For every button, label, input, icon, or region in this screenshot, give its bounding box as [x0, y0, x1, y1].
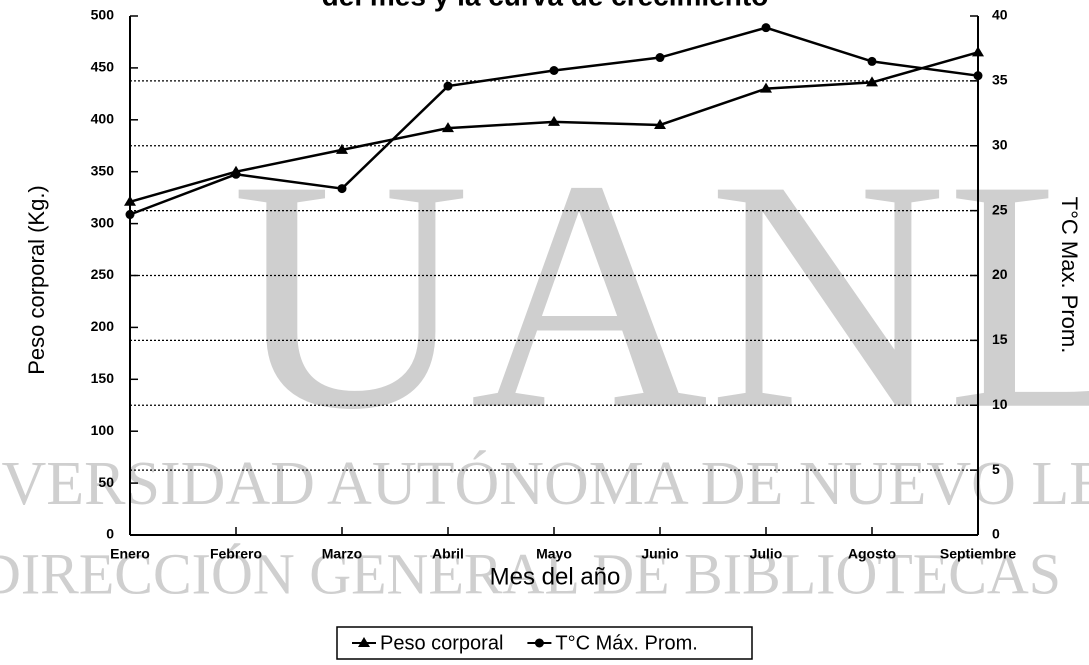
y-tick-label: 0 [106, 526, 114, 542]
data-point [337, 184, 347, 194]
data-point [549, 65, 559, 75]
x-tick-label: Enero [110, 546, 150, 562]
legend [336, 626, 753, 660]
data-point [443, 81, 453, 91]
y2-tick-label: 35 [992, 72, 1008, 88]
x-tick-label: Septiembre [940, 546, 1016, 562]
y-tick-label: 100 [91, 422, 115, 438]
legend-label: Peso corporal [380, 632, 503, 654]
data-point [972, 46, 984, 57]
y-tick-label: 50 [98, 474, 114, 490]
data-point [548, 115, 560, 126]
y-tick-label: 350 [91, 162, 115, 178]
data-point [761, 23, 771, 33]
y2-tick-label: 10 [992, 396, 1008, 412]
data-point [231, 169, 241, 179]
y-tick-label: 400 [91, 111, 115, 127]
y2-tick-label: 5 [992, 461, 1000, 477]
x-tick-label: Marzo [322, 546, 362, 562]
x-tick-label: Abril [432, 546, 464, 562]
data-point [336, 143, 348, 154]
data-point [654, 118, 666, 129]
y-tick-label: 450 [91, 59, 115, 75]
x-tick-label: Febrero [210, 546, 262, 562]
x-tick-label: Mayo [536, 546, 572, 562]
y2-tick-label: 20 [992, 266, 1008, 282]
y2-tick-label: 30 [992, 136, 1008, 152]
y-tick-label: 500 [91, 7, 115, 23]
watermark: UNIVERSIDAD AUTÓNOMA DE NUEVO LEÓN [0, 450, 1089, 518]
x-tick-label: Agosto [848, 546, 896, 562]
y2-axis-label: T°C Max. Prom. [1057, 197, 1082, 354]
data-point [442, 122, 454, 133]
y-tick-label: 250 [91, 266, 115, 282]
y2-tick-label: 0 [992, 526, 1000, 542]
watermark: DIRECCIÓN GENERAL DE BIBLIOTECAS [0, 541, 1061, 606]
y-tick-label: 150 [91, 370, 115, 386]
data-point [760, 82, 772, 93]
x-axis-label: Mes del año [490, 563, 621, 590]
data-point [973, 71, 983, 81]
y2-tick-label: 25 [992, 201, 1008, 217]
y-axis-label: Peso corporal (Kg.) [24, 185, 49, 375]
data-point [655, 53, 665, 63]
chart-title: del mes y la curva de crecimiento [322, 0, 769, 11]
watermark: UANL [232, 113, 1089, 478]
data-point [866, 76, 878, 87]
legend-label: T°C Máx. Prom. [555, 632, 697, 654]
y-tick-label: 300 [91, 214, 115, 230]
data-point [125, 210, 135, 220]
x-tick-label: Junio [641, 546, 678, 562]
legend-marker [358, 637, 370, 647]
data-point [867, 56, 877, 66]
data-point [124, 195, 136, 206]
x-tick-label: Julio [750, 546, 783, 562]
y2-tick-label: 40 [992, 7, 1008, 23]
legend-marker [534, 638, 544, 648]
y-tick-label: 200 [91, 318, 115, 334]
y2-tick-label: 15 [992, 331, 1008, 347]
